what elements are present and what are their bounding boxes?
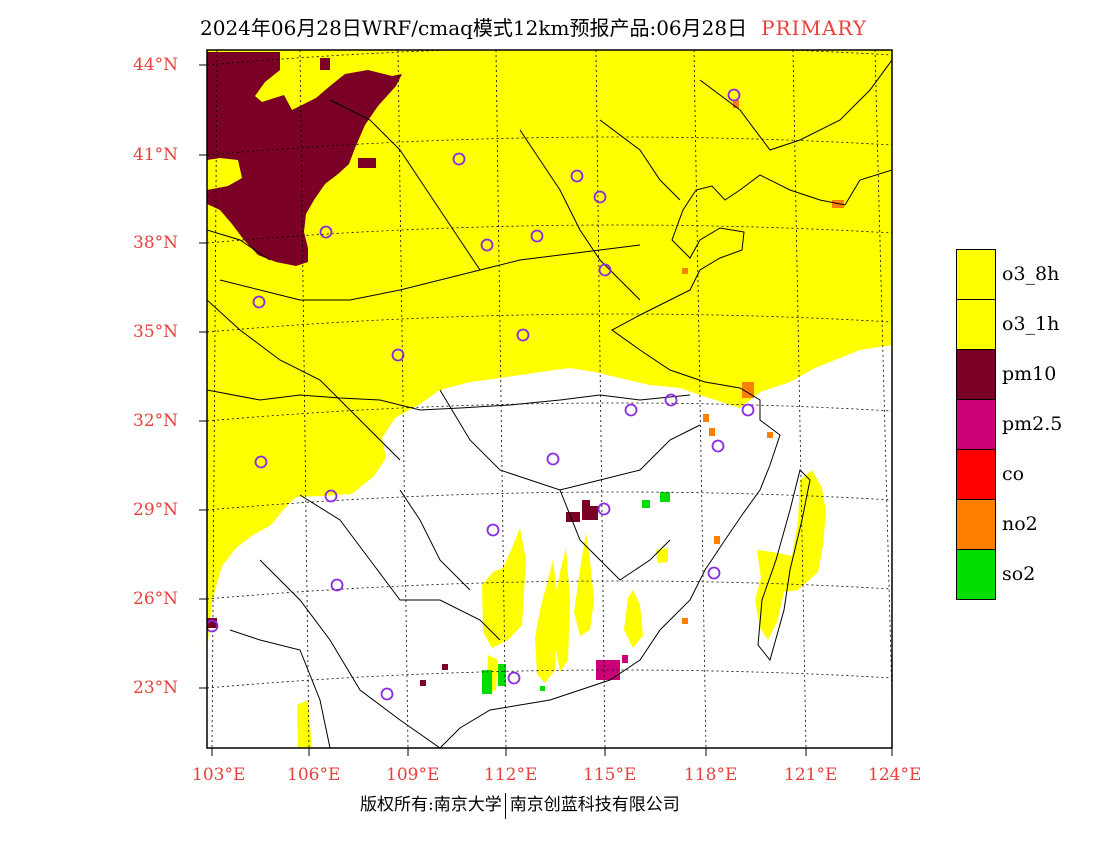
station-marker bbox=[727, 88, 741, 102]
lat-label: 23°N bbox=[133, 678, 179, 698]
pm10-cell bbox=[590, 506, 598, 520]
lon-label: 112°E bbox=[484, 765, 538, 785]
station-marker bbox=[452, 152, 466, 166]
station-marker bbox=[330, 578, 344, 592]
station-marker bbox=[597, 502, 611, 516]
stations bbox=[207, 88, 755, 701]
axis-ticks bbox=[199, 64, 893, 756]
boundaries bbox=[207, 59, 892, 748]
legend-label: co bbox=[1002, 463, 1025, 485]
lat-label: 29°N bbox=[133, 500, 179, 520]
station-marker bbox=[530, 229, 544, 243]
station-marker bbox=[380, 687, 394, 701]
pm10-cell bbox=[582, 500, 590, 520]
legend-label: so2 bbox=[1002, 563, 1036, 585]
o3-patch bbox=[656, 548, 668, 563]
pm10-cell bbox=[358, 158, 376, 168]
so2-cell bbox=[660, 492, 670, 502]
station-marker bbox=[598, 263, 612, 277]
legend-label: no2 bbox=[1002, 513, 1038, 535]
lon-label: 106°E bbox=[287, 765, 341, 785]
station-marker bbox=[707, 566, 721, 580]
station-marker bbox=[624, 403, 638, 417]
so2-cell bbox=[642, 500, 650, 508]
o3-patch bbox=[535, 560, 558, 683]
legend-swatch bbox=[956, 549, 996, 600]
legend-swatch bbox=[956, 399, 996, 450]
o3-patch bbox=[297, 700, 312, 748]
lon-label: 115°E bbox=[583, 765, 637, 785]
lat-label: 44°N bbox=[133, 55, 179, 75]
pm10-region bbox=[207, 52, 402, 266]
legend-swatch bbox=[956, 299, 996, 350]
no2-cell bbox=[733, 100, 739, 108]
lon-label: 103°E bbox=[192, 765, 246, 785]
station-marker bbox=[664, 393, 678, 407]
station-marker bbox=[391, 348, 405, 362]
legend-label: o3_1h bbox=[1002, 313, 1060, 335]
pm10-cell bbox=[420, 680, 426, 686]
legend-label: pm10 bbox=[1002, 363, 1057, 385]
no2-cell bbox=[682, 268, 688, 274]
station-marker bbox=[207, 619, 219, 633]
station-marker bbox=[486, 523, 500, 537]
so2-cell bbox=[498, 664, 506, 686]
station-marker bbox=[570, 169, 584, 183]
pm10-cell bbox=[442, 664, 448, 670]
station-marker bbox=[480, 238, 494, 252]
no2-cell bbox=[714, 536, 720, 544]
station-marker bbox=[507, 671, 521, 685]
copyright-text: 版权所有:南京大学 bbox=[360, 795, 502, 815]
legend-label: o3_8h bbox=[1002, 263, 1060, 285]
company-text: 南京创蓝科技有限公司 bbox=[509, 795, 680, 815]
so2-cell bbox=[482, 670, 492, 694]
pm10-cell bbox=[207, 618, 217, 628]
station-marker bbox=[741, 403, 755, 417]
lat-label: 35°N bbox=[133, 322, 179, 342]
lat-label: 26°N bbox=[133, 589, 179, 609]
lon-label: 109°E bbox=[386, 765, 440, 785]
legend-swatch bbox=[956, 349, 996, 400]
lat-label: 32°N bbox=[133, 411, 179, 431]
no2-cell bbox=[709, 428, 715, 436]
legend-swatch bbox=[956, 499, 996, 550]
so2-cell bbox=[540, 686, 545, 691]
station-marker bbox=[711, 439, 725, 453]
o3-patch bbox=[574, 532, 594, 636]
station-marker bbox=[319, 225, 333, 239]
legend-swatch bbox=[956, 449, 996, 500]
station-marker bbox=[593, 190, 607, 204]
lon-label: 118°E bbox=[684, 765, 738, 785]
o3-region bbox=[207, 50, 892, 652]
footer-credits: 版权所有:南京大学 南京创蓝科技有限公司 bbox=[360, 790, 680, 819]
o3-patch bbox=[555, 548, 570, 672]
station-marker bbox=[546, 452, 560, 466]
primary-tag: PRIMARY bbox=[761, 16, 868, 40]
lon-label: 121°E bbox=[784, 765, 838, 785]
station-marker bbox=[324, 489, 338, 503]
no2-cell bbox=[703, 414, 709, 422]
o3-patch bbox=[624, 590, 643, 648]
chart-title: 2024年06月28日WRF/cmaq模式12km预报产品:06月28日 PRIM… bbox=[200, 12, 867, 41]
o3-patch bbox=[755, 470, 826, 640]
station-marker bbox=[252, 295, 266, 309]
legend-swatch bbox=[956, 249, 996, 300]
lat-label: 38°N bbox=[133, 233, 179, 253]
legend-label: pm2.5 bbox=[1002, 413, 1063, 435]
pm10-cell bbox=[320, 58, 330, 70]
o3-patch bbox=[482, 528, 526, 648]
no2-cell bbox=[682, 618, 688, 624]
no2-cell bbox=[767, 432, 773, 438]
lat-label: 41°N bbox=[133, 145, 179, 165]
station-marker bbox=[254, 455, 268, 469]
no2-cell bbox=[742, 382, 754, 398]
footer-divider bbox=[504, 792, 506, 819]
pm10-cell bbox=[566, 512, 580, 522]
plot-frame bbox=[206, 49, 893, 749]
station-marker bbox=[516, 328, 530, 342]
lon-label: 124°E bbox=[868, 765, 922, 785]
title-text: 2024年06月28日WRF/cmaq模式12km预报产品:06月28日 bbox=[200, 16, 748, 40]
pm25-cell bbox=[622, 655, 628, 663]
